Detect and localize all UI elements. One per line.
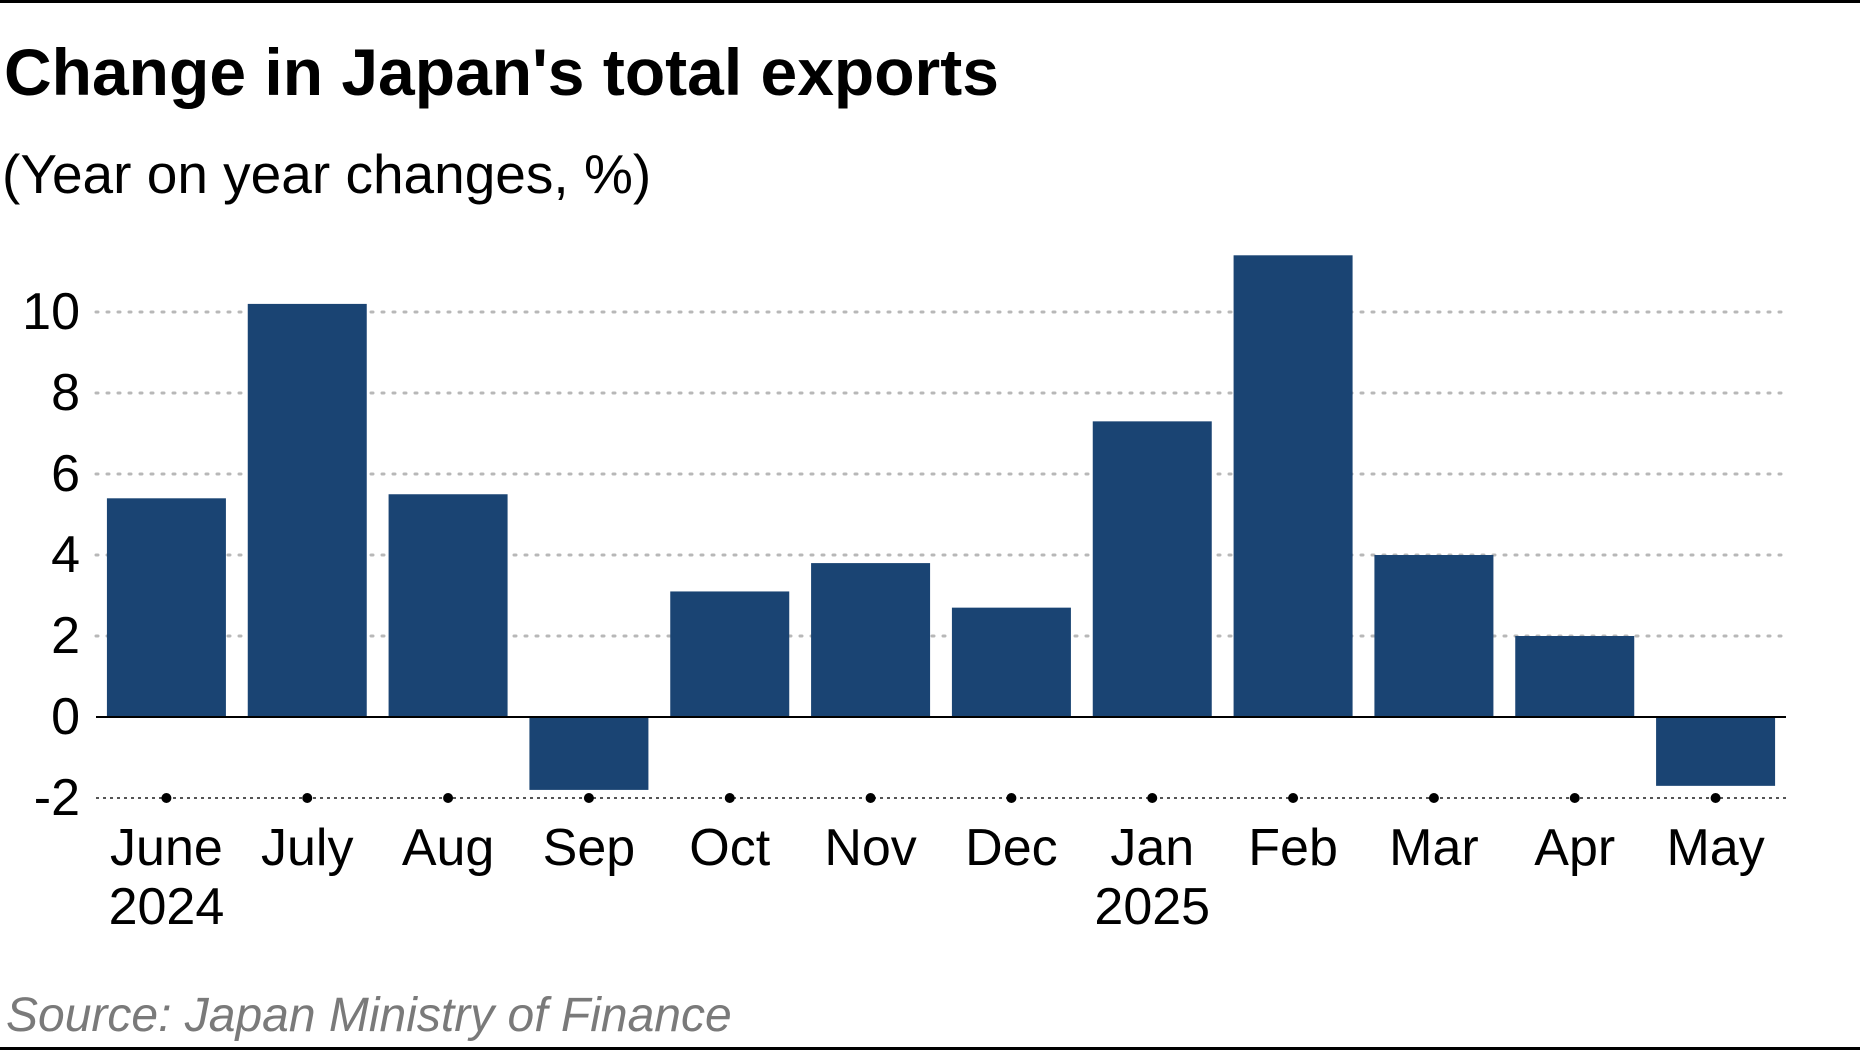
bar-nov (811, 563, 931, 717)
y-tick-label: -2 (34, 769, 80, 827)
x-tick-dot (1569, 793, 1580, 803)
x-tick-dot (302, 793, 313, 803)
bar-june (106, 498, 226, 717)
bar-feb (1233, 255, 1353, 718)
bar-july (247, 303, 367, 717)
y-tick-label: 6 (51, 445, 80, 503)
x-tick-dot (1710, 793, 1721, 803)
x-tick-label: July (261, 819, 353, 877)
chart-title: Change in Japan's total exports (4, 35, 999, 109)
bottom-rule (0, 1047, 1860, 1050)
bar-dec (951, 607, 1071, 717)
bar-jan (1092, 421, 1212, 717)
x-tick-label: Jan (1110, 819, 1194, 877)
y-tick-label: 2 (51, 607, 80, 665)
x-tick-dot (583, 793, 594, 803)
x-year-label: 2025 (1094, 878, 1210, 936)
x-tick-dot (161, 793, 172, 803)
bar-may (1656, 717, 1776, 786)
x-tick-dot (1147, 793, 1158, 803)
x-tick-dot (443, 793, 454, 803)
x-tick-dot (1006, 793, 1017, 803)
bar-oct (670, 591, 790, 717)
x-tick-dot (724, 793, 735, 803)
x-year-label: 2024 (109, 878, 225, 936)
x-tick-label: June (110, 819, 223, 877)
y-tick-label: 0 (51, 688, 80, 746)
y-tick-label: 8 (51, 364, 80, 422)
bar-aug (388, 494, 508, 717)
x-tick-label: Nov (824, 819, 916, 877)
x-tick-label: Dec (965, 819, 1057, 877)
x-tick-label: Mar (1389, 819, 1479, 877)
x-tick-dot (865, 793, 876, 803)
x-tick-label: Apr (1534, 819, 1615, 877)
x-tick-dot (1428, 793, 1439, 803)
source-note: Source: Japan Ministry of Finance (6, 989, 732, 1042)
top-rule (0, 0, 1860, 3)
x-tick-label: Feb (1248, 819, 1338, 877)
bar-sep (529, 717, 649, 790)
chart-subtitle: (Year on year changes, %) (2, 143, 652, 205)
y-tick-label: 10 (22, 283, 80, 341)
x-tick-label: Sep (543, 819, 636, 877)
bar-apr (1515, 636, 1635, 717)
x-tick-label: Oct (689, 819, 770, 877)
y-tick-label: 4 (51, 526, 80, 584)
x-tick-label: May (1666, 819, 1764, 877)
bar-mar (1374, 555, 1494, 717)
x-tick-dot (1288, 793, 1299, 803)
x-tick-label: Aug (402, 819, 495, 877)
